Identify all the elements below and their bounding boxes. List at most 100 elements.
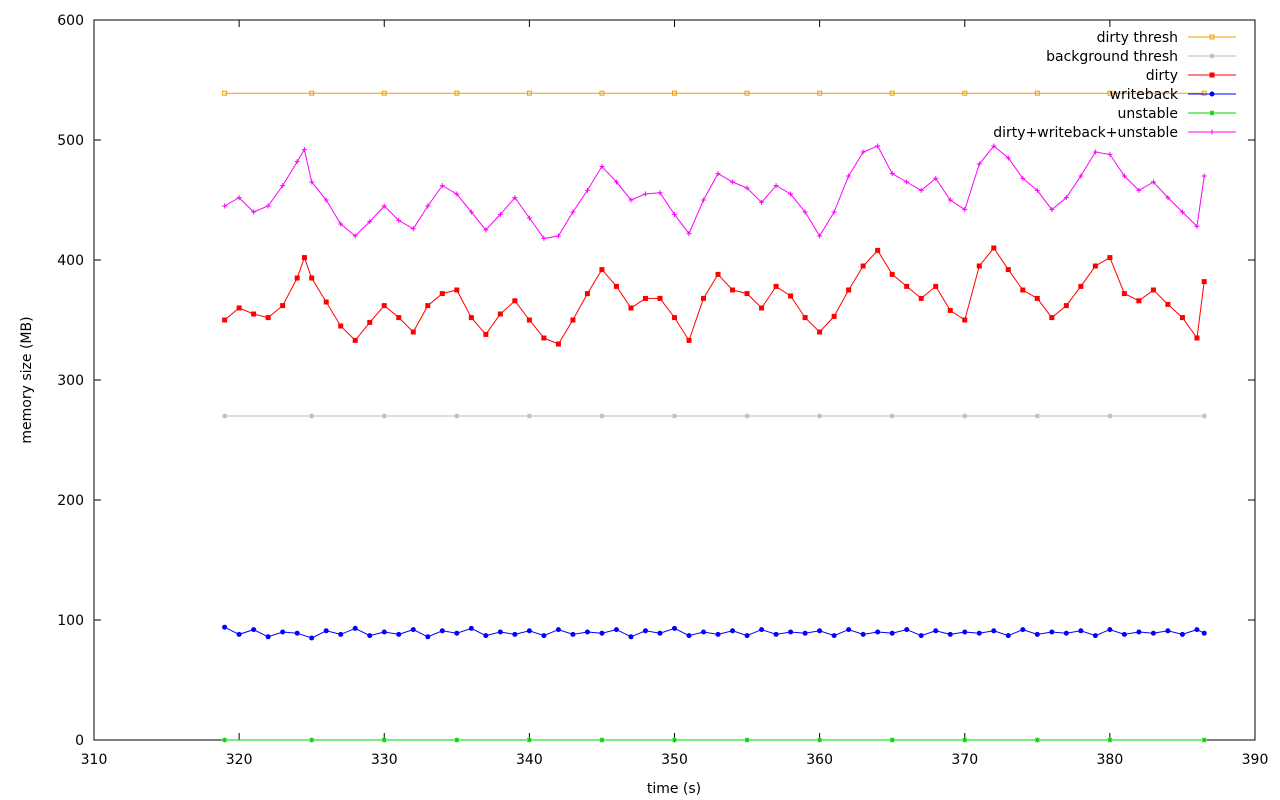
data-point [526,737,532,743]
legend-swatch-marker [1209,129,1215,135]
data-point [962,207,968,213]
legend-swatch-marker [1209,110,1215,116]
x-tick-label: 310 [81,752,108,768]
data-point [642,295,648,301]
data-point [759,305,765,311]
data-point [526,90,532,96]
legend-label: writeback [1110,87,1179,103]
data-point [1165,195,1171,201]
data-point [410,329,416,335]
legend-entry: unstable [1118,106,1236,122]
data-point [613,627,619,633]
data-point [976,630,982,636]
data-point [715,271,721,277]
y-tick-label: 200 [57,493,84,509]
data-point [439,291,445,297]
data-point [309,635,315,641]
data-point [1121,291,1127,297]
data-point [1107,737,1113,743]
series-line [224,145,1205,239]
data-point [410,226,416,232]
data-point [1063,195,1069,201]
data-point [599,630,605,636]
data-point [541,235,547,241]
data-point [541,633,547,639]
series-unstable [222,737,1207,743]
data-point [454,287,460,293]
data-point [976,263,982,269]
data-point [555,233,561,239]
data-point [817,329,823,335]
data-point [222,413,228,419]
data-point [526,628,532,634]
series-layer [222,90,1207,743]
data-point [613,179,619,185]
data-point [817,413,823,419]
data-point [802,315,808,321]
data-point [352,233,358,239]
data-point [642,191,648,197]
data-point [367,633,373,639]
legend-entry: dirty thresh [1097,30,1236,46]
data-point [222,90,228,96]
data-point [265,203,271,209]
data-point [251,627,257,633]
data-point [497,211,503,217]
x-tick-label: 370 [951,752,978,768]
data-point [715,631,721,637]
data-point [294,159,300,165]
data-point [744,291,750,297]
data-point [1194,335,1200,341]
data-point [526,215,532,221]
data-point [744,90,750,96]
data-point [802,630,808,636]
data-point [1107,151,1113,157]
data-point [309,737,315,743]
data-point [410,627,416,633]
data-point [555,627,561,633]
series-background-thresh [222,413,1207,419]
data-point [1201,737,1207,743]
data-point [642,628,648,634]
data-point [483,227,489,233]
data-point [570,631,576,637]
data-point [1107,255,1113,261]
data-point [1049,629,1055,635]
data-point [1150,630,1156,636]
data-point [962,737,968,743]
data-point [1034,187,1040,193]
data-point [672,211,677,217]
legend-entry: dirty [1146,68,1236,84]
data-point [1049,315,1055,321]
data-point [1005,267,1011,273]
data-point [701,629,707,635]
data-point [1136,629,1142,635]
data-point [918,187,924,193]
data-point [1121,631,1127,637]
data-point [657,190,663,196]
data-point [817,90,823,96]
data-point [1107,627,1113,633]
data-point [570,209,576,215]
data-point [381,90,387,96]
data-point [512,631,518,637]
data-point [1179,209,1185,215]
data-point [1107,90,1113,96]
data-point [280,183,286,189]
data-point [672,625,677,631]
data-point [701,295,707,301]
data-point [918,295,924,301]
data-point [962,90,968,96]
data-point [976,161,982,167]
data-point [672,737,677,743]
data-point [468,625,474,631]
y-tick-label: 0 [75,733,84,749]
data-point [381,413,387,419]
data-point [1005,155,1011,161]
data-point [759,627,765,633]
data-point [425,303,431,309]
legend-entry: dirty+writeback+unstable [993,125,1236,141]
data-point [1136,187,1142,193]
data-point [265,634,271,640]
